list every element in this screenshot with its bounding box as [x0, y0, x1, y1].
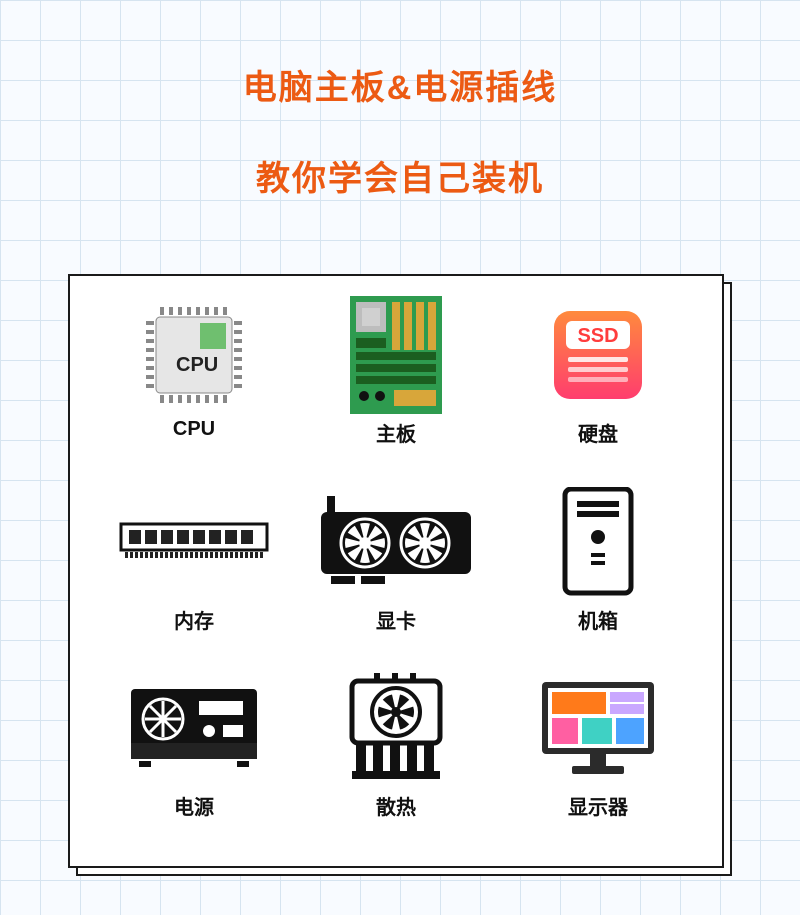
cpu-icon: CPU — [144, 300, 244, 410]
svg-text:CPU: CPU — [176, 354, 218, 376]
title-block: 电脑主板&电源插线 教你学会自己装机 — [0, 0, 800, 200]
component-mobo: 主板 — [300, 300, 492, 481]
component-label: 显卡 — [376, 605, 416, 634]
component-cooler: 散热 — [300, 673, 492, 854]
title-line-2: 教你学会自己装机 — [0, 151, 800, 200]
component-monitor: 显示器 — [502, 673, 694, 854]
component-cpu: CPU CPU — [98, 300, 290, 481]
component-label: CPU — [173, 418, 215, 441]
title-line-1: 电脑主板&电源插线 — [0, 60, 800, 109]
component-label: 显示器 — [568, 791, 628, 820]
component-label: 主板 — [376, 418, 416, 447]
component-case: 机箱 — [502, 487, 694, 668]
case-icon — [561, 487, 635, 597]
component-ram: 内存 — [98, 487, 290, 668]
cooler-icon — [344, 673, 448, 783]
component-label: 机箱 — [578, 605, 618, 634]
ram-icon — [119, 487, 269, 597]
components-card: CPU CPU 主板 SSD 硬盘 内存 显卡 — [68, 274, 724, 868]
svg-text:SSD: SSD — [577, 325, 618, 347]
gpu-icon — [321, 487, 471, 597]
monitor-icon — [538, 673, 658, 783]
components-grid: CPU CPU 主板 SSD 硬盘 内存 显卡 — [98, 300, 694, 854]
component-label: 散热 — [376, 791, 416, 820]
component-psu: 电源 — [98, 673, 290, 854]
component-ssd: SSD 硬盘 — [502, 300, 694, 481]
motherboard-icon — [350, 300, 442, 410]
psu-icon — [129, 673, 259, 783]
component-label: 硬盘 — [578, 418, 618, 447]
ssd-icon: SSD — [550, 300, 646, 410]
component-gpu: 显卡 — [300, 487, 492, 668]
component-label: 电源 — [174, 791, 214, 820]
component-label: 内存 — [174, 605, 214, 634]
